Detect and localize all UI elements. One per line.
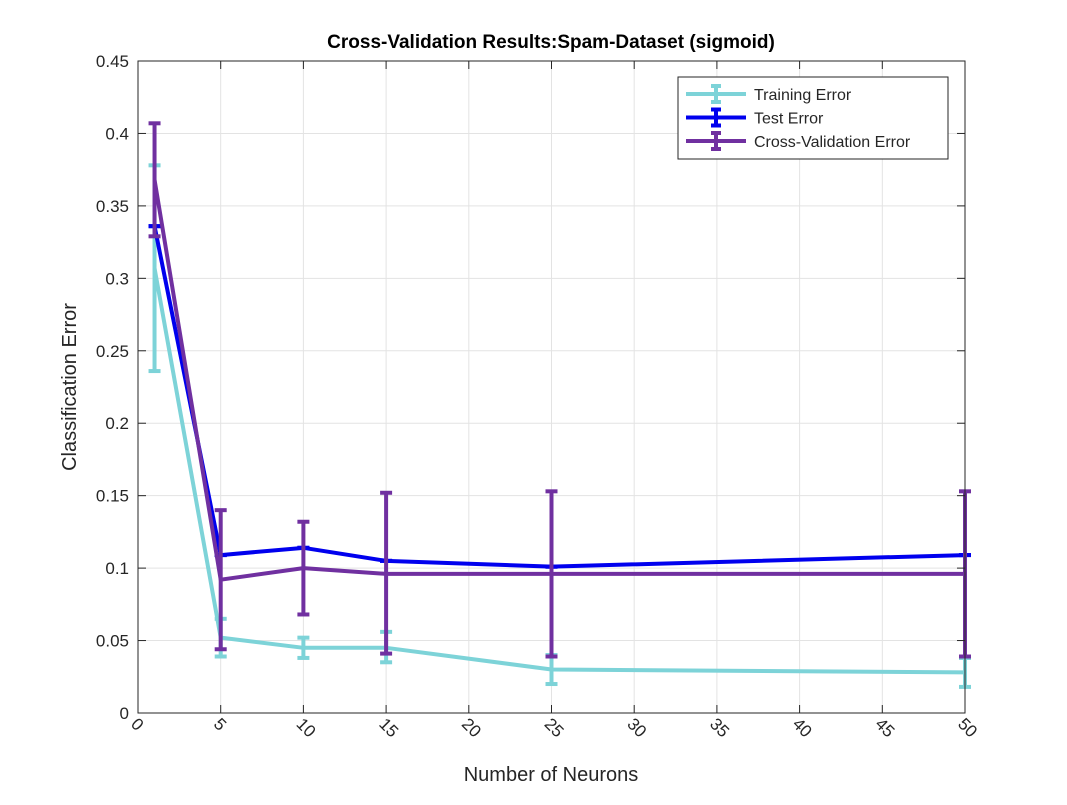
- series-test-error: [148, 224, 971, 569]
- x-tick-label: 5: [210, 714, 230, 734]
- y-tick-label: 0.45: [96, 52, 129, 71]
- series-line: [152, 267, 966, 675]
- series-training-error: [148, 163, 971, 689]
- legend-label: Training Error: [754, 87, 852, 104]
- x-tick-label: 40: [789, 714, 816, 741]
- chart-title: Cross-Validation Results:Spam-Dataset (s…: [327, 32, 775, 53]
- x-tick-label: 20: [458, 714, 485, 741]
- y-tick-label: 0.15: [96, 487, 129, 506]
- legend-label: Test Error: [754, 111, 824, 128]
- series-cross-validation-error: [148, 121, 971, 659]
- x-tick-label: 10: [293, 714, 320, 741]
- y-tick-label: 0.1: [105, 559, 129, 578]
- y-tick-label: 0.05: [96, 632, 129, 651]
- legend-label: Cross-Validation Error: [754, 134, 911, 151]
- legend: Training Error Test Error Cross-Validation…: [677, 76, 949, 160]
- y-axis-label: Classification Error: [59, 303, 81, 471]
- x-tick-label: 30: [623, 714, 650, 741]
- y-tick-label: 0: [120, 704, 129, 723]
- y-tick-label: 0.25: [96, 342, 129, 361]
- y-tick-label: 0.4: [105, 124, 129, 143]
- y-tick-label: 0.35: [96, 197, 129, 216]
- x-tick-label: 25: [541, 714, 568, 741]
- y-tick-label: 0.3: [105, 269, 129, 288]
- x-tick-label: 50: [954, 714, 981, 741]
- x-tick-label: 0: [127, 714, 147, 734]
- x-axis-label: Number of Neurons: [464, 764, 639, 786]
- x-tick-label: 35: [706, 714, 733, 741]
- x-tick-label: 15: [375, 714, 402, 741]
- series-line: [152, 179, 965, 582]
- x-tick-label: 45: [871, 714, 898, 741]
- y-tick-label: 0.2: [105, 414, 129, 433]
- series-line: [152, 225, 966, 569]
- series-layer: [148, 121, 971, 689]
